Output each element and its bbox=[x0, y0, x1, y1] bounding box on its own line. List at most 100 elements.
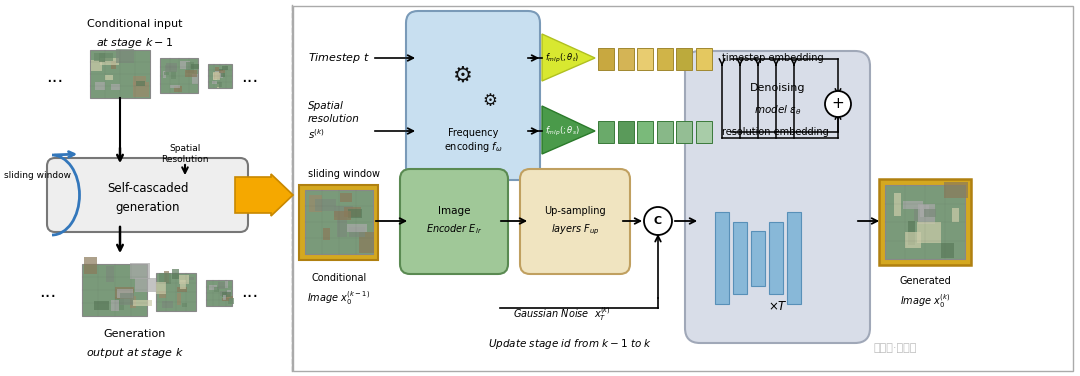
Text: Encoder $E_{lr}$: Encoder $E_{lr}$ bbox=[426, 223, 482, 237]
Text: Frequency
encoding $f_\omega$: Frequency encoding $f_\omega$ bbox=[444, 127, 502, 155]
Bar bbox=[903, 202, 922, 209]
Bar bbox=[133, 82, 149, 97]
Bar bbox=[222, 298, 229, 300]
Bar bbox=[226, 296, 233, 299]
Bar bbox=[160, 58, 198, 93]
Bar bbox=[177, 287, 187, 292]
FancyBboxPatch shape bbox=[685, 51, 870, 343]
Bar bbox=[944, 182, 968, 198]
Circle shape bbox=[825, 91, 851, 117]
Bar bbox=[94, 301, 109, 310]
Bar bbox=[618, 121, 634, 143]
Text: timestep embedding: timestep embedding bbox=[723, 53, 824, 63]
Bar bbox=[84, 257, 97, 274]
Text: output at stage $k$: output at stage $k$ bbox=[86, 346, 184, 360]
Text: Conditional input: Conditional input bbox=[87, 19, 183, 29]
Bar bbox=[135, 278, 157, 292]
Bar bbox=[637, 121, 653, 143]
Bar bbox=[163, 71, 166, 78]
Bar bbox=[162, 301, 173, 308]
Bar bbox=[94, 53, 112, 61]
Text: sliding window: sliding window bbox=[308, 169, 380, 179]
Text: Image $x_0^{(k)}$: Image $x_0^{(k)}$ bbox=[900, 292, 950, 310]
Bar bbox=[347, 223, 367, 232]
Text: Generated: Generated bbox=[900, 276, 950, 286]
Bar bbox=[218, 282, 225, 289]
Bar bbox=[657, 121, 673, 143]
Bar bbox=[130, 263, 150, 279]
Bar bbox=[159, 273, 171, 284]
Text: ...: ... bbox=[39, 283, 56, 301]
Text: 公众号·量子位: 公众号·量子位 bbox=[874, 343, 917, 353]
Bar bbox=[214, 72, 220, 79]
Bar bbox=[219, 70, 225, 73]
Bar bbox=[177, 293, 181, 305]
Bar bbox=[210, 285, 217, 290]
Text: ...: ... bbox=[241, 283, 258, 301]
Bar bbox=[227, 294, 230, 298]
Text: layers $F_{up}$: layers $F_{up}$ bbox=[551, 222, 599, 237]
Text: Denoising: Denoising bbox=[750, 83, 806, 93]
Text: +: + bbox=[832, 97, 845, 112]
Text: Self-cascaded: Self-cascaded bbox=[107, 182, 188, 194]
Text: sliding window: sliding window bbox=[4, 171, 71, 180]
Circle shape bbox=[644, 207, 672, 235]
Bar bbox=[206, 280, 232, 306]
Bar bbox=[219, 291, 227, 296]
Text: Gaussian Noise  $x_T^{(k)}$: Gaussian Noise $x_T^{(k)}$ bbox=[513, 305, 611, 323]
Bar bbox=[221, 73, 226, 77]
Bar bbox=[217, 84, 219, 88]
Bar bbox=[174, 86, 183, 92]
FancyArrow shape bbox=[235, 174, 293, 216]
Text: Update stage id from $k-1$ to $k$: Update stage id from $k-1$ to $k$ bbox=[488, 337, 652, 351]
Bar bbox=[106, 266, 114, 282]
FancyBboxPatch shape bbox=[400, 169, 508, 274]
Bar bbox=[98, 53, 105, 62]
Bar bbox=[941, 243, 954, 258]
FancyBboxPatch shape bbox=[519, 169, 630, 274]
Text: Spatial
resolution
$s^{(k)}$: Spatial resolution $s^{(k)}$ bbox=[308, 101, 360, 141]
Bar bbox=[159, 291, 166, 298]
Bar bbox=[696, 121, 712, 143]
Bar bbox=[105, 75, 113, 80]
Bar bbox=[905, 232, 920, 247]
Bar bbox=[350, 227, 365, 237]
Text: model $\epsilon_\theta$: model $\epsilon_\theta$ bbox=[754, 103, 801, 117]
Bar bbox=[769, 222, 783, 294]
Bar bbox=[696, 48, 712, 70]
Text: Image: Image bbox=[437, 206, 470, 217]
Text: Conditional: Conditional bbox=[311, 273, 366, 283]
Bar bbox=[111, 61, 116, 68]
Text: generation: generation bbox=[116, 202, 179, 214]
Bar bbox=[918, 204, 935, 224]
Bar bbox=[212, 82, 217, 84]
Bar bbox=[191, 64, 199, 68]
Bar bbox=[598, 48, 615, 70]
Bar bbox=[166, 62, 177, 70]
Bar bbox=[100, 58, 120, 65]
Bar bbox=[305, 190, 373, 254]
Bar bbox=[164, 71, 170, 75]
Text: Image $x_0^{(k-1)}$: Image $x_0^{(k-1)}$ bbox=[308, 289, 370, 307]
Bar bbox=[227, 290, 231, 297]
Bar bbox=[163, 271, 168, 283]
Bar bbox=[185, 70, 198, 77]
Text: resolution embedding: resolution embedding bbox=[723, 127, 828, 137]
Bar bbox=[133, 300, 151, 306]
Bar bbox=[787, 212, 801, 304]
Bar bbox=[186, 62, 194, 73]
Bar bbox=[116, 287, 134, 299]
Bar bbox=[179, 275, 189, 284]
Bar bbox=[130, 296, 136, 308]
Bar bbox=[299, 185, 378, 259]
Bar bbox=[885, 185, 966, 259]
Bar bbox=[349, 209, 362, 218]
Bar bbox=[221, 66, 228, 70]
Bar bbox=[117, 49, 134, 63]
FancyBboxPatch shape bbox=[48, 158, 248, 232]
Bar bbox=[337, 217, 347, 237]
Bar bbox=[923, 209, 936, 217]
Text: ...: ... bbox=[241, 68, 258, 86]
Bar bbox=[180, 280, 186, 290]
Bar bbox=[217, 82, 221, 87]
